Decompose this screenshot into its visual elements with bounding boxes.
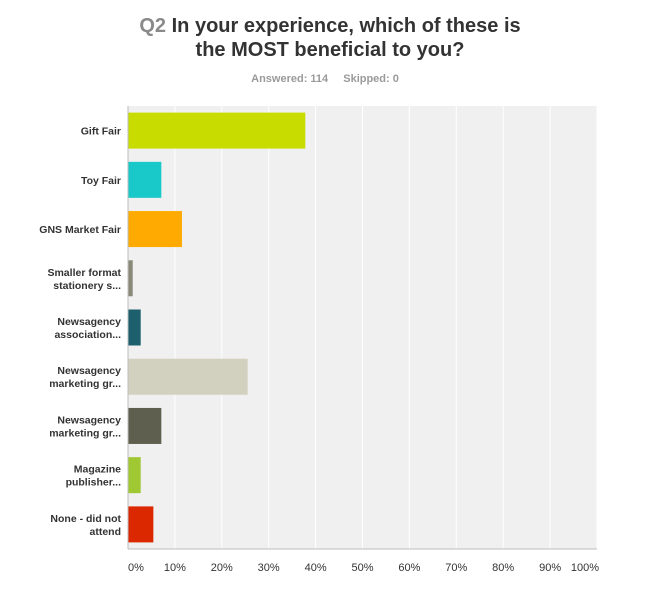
category-label-line: Toy Fair (81, 175, 121, 187)
bar (128, 358, 248, 395)
skipped-count: Skipped: 0 (343, 73, 399, 85)
category-label-line: association... (54, 329, 121, 341)
category-label: Smaller format stationery s... (47, 267, 121, 292)
category-label-line: Magazine (74, 464, 121, 476)
bar (128, 260, 133, 297)
category-label-line: stationery s... (53, 280, 121, 292)
chart-title: Q2 In your experience, which of these is… (80, 14, 580, 62)
bar (128, 309, 141, 346)
category-label-line: Gift Fair (81, 126, 121, 138)
category-label: None - did not attend (50, 513, 121, 538)
answered-count: Answered: 114 (251, 73, 329, 85)
category-label: Toy Fair (81, 175, 121, 187)
category-label-line: publisher... (66, 477, 122, 489)
x-tick-label: 100% (571, 562, 599, 574)
question-text-line2: the MOST beneficial to you? (195, 39, 465, 61)
category-label: Magazine publisher... (66, 464, 122, 489)
category-label: GNS Market Fair (39, 224, 121, 236)
category-label-line: Smaller format (47, 267, 121, 279)
category-label-line: Newsagency (57, 316, 121, 328)
question-number: Q2 (139, 15, 167, 37)
category-label-line: Newsagency (57, 414, 121, 426)
category-label: Newsagency marketing gr... (49, 414, 121, 439)
category-label: Newsagency association... (54, 316, 121, 341)
x-tick-label: 20% (211, 562, 233, 574)
category-label-line: attend (90, 526, 122, 538)
bar (128, 211, 182, 248)
x-tick-label: 80% (492, 562, 514, 574)
category-label-line: marketing gr... (49, 427, 121, 439)
bar (128, 506, 154, 543)
response-stats: Answered: 114 Skipped: 0 (0, 73, 650, 85)
category-label-line: marketing gr... (49, 378, 121, 390)
x-tick-label: 10% (164, 562, 186, 574)
x-tick-label: 50% (351, 562, 373, 574)
bar (128, 161, 162, 198)
category-label-line: Newsagency (57, 365, 121, 377)
category-label-line: None - did not (50, 513, 121, 525)
x-tick-label: 60% (398, 562, 420, 574)
bar (128, 407, 162, 444)
category-label: Newsagency marketing gr... (49, 365, 121, 390)
x-tick-label: 0% (128, 562, 144, 574)
x-tick-label: 40% (305, 562, 327, 574)
x-tick-label: 70% (445, 562, 467, 574)
category-label-line: GNS Market Fair (39, 224, 121, 236)
x-tick-label: 90% (539, 562, 561, 574)
x-tick-label: 30% (258, 562, 280, 574)
bar (128, 457, 141, 494)
question-text-line1: In your experience, which of these is (171, 15, 521, 37)
bar (128, 112, 306, 149)
category-label: Gift Fair (81, 126, 121, 138)
